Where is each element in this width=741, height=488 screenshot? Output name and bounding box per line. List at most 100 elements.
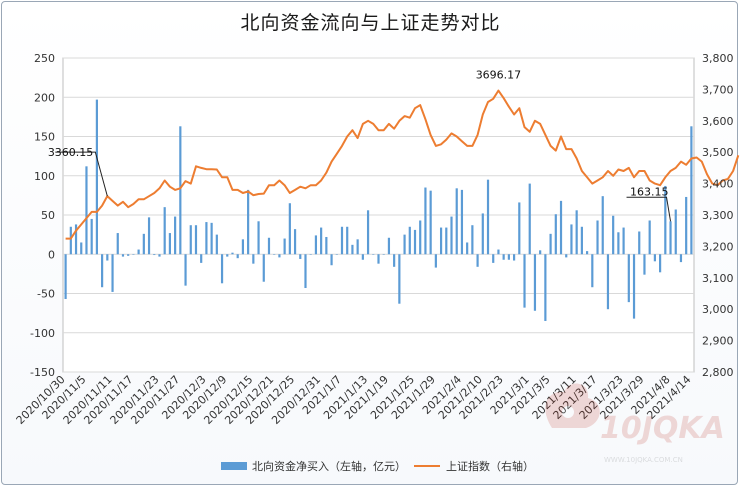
bar xyxy=(554,214,557,255)
legend-bar-swatch xyxy=(221,462,247,470)
right-tick-label: 3,100 xyxy=(702,272,734,285)
bar xyxy=(585,251,589,255)
bar xyxy=(90,218,93,255)
bar xyxy=(215,234,218,255)
bar xyxy=(492,254,495,263)
bar xyxy=(533,254,537,311)
bar xyxy=(679,254,683,263)
bar xyxy=(419,220,422,255)
bar xyxy=(273,254,276,255)
bar xyxy=(539,250,542,255)
bar xyxy=(497,249,500,255)
right-tick-label: 3,400 xyxy=(702,178,734,191)
bar xyxy=(262,254,265,282)
left-tick-label: 250 xyxy=(34,52,55,65)
line-path xyxy=(65,89,740,240)
bar xyxy=(632,254,636,319)
bar xyxy=(210,222,213,255)
right-axis: 3,800 3,700 3,600 3,500 3,400 3,300 3,200 3,100… xyxy=(702,52,734,379)
bar xyxy=(502,254,505,260)
bar xyxy=(528,183,531,255)
bar xyxy=(591,254,594,288)
bar xyxy=(366,210,370,255)
left-tick-label: 200 xyxy=(34,91,55,104)
bar xyxy=(346,226,349,255)
left-tick-label: 50 xyxy=(41,209,55,222)
bar xyxy=(247,189,250,255)
bar xyxy=(320,227,323,255)
bar xyxy=(466,242,469,255)
bar xyxy=(80,242,83,255)
bar xyxy=(257,221,260,255)
bar xyxy=(450,216,453,255)
bar xyxy=(664,185,667,255)
bar xyxy=(429,190,432,255)
left-tick-label: -50 xyxy=(37,288,55,301)
bar xyxy=(377,254,380,264)
bar xyxy=(163,207,166,255)
bar xyxy=(627,254,630,303)
bar xyxy=(153,254,156,256)
bar xyxy=(549,233,552,255)
bar xyxy=(194,225,198,255)
bar xyxy=(64,254,67,299)
bar xyxy=(127,254,130,256)
bar xyxy=(116,233,119,255)
bar xyxy=(137,249,140,255)
right-tick-label: 3,600 xyxy=(702,115,734,128)
bar xyxy=(606,254,610,310)
bar xyxy=(653,254,656,262)
bar xyxy=(596,220,599,255)
bar xyxy=(387,237,391,255)
right-tick-label: 2,900 xyxy=(702,335,734,348)
bar xyxy=(74,224,78,255)
right-tick-label: 3,000 xyxy=(702,303,734,316)
bar xyxy=(252,254,255,264)
left-tick-label: -100 xyxy=(30,327,55,340)
bar xyxy=(351,244,354,255)
left-tick-label: 100 xyxy=(34,170,55,183)
bar xyxy=(168,233,172,255)
bar xyxy=(147,217,151,255)
bar xyxy=(622,227,625,255)
bar xyxy=(659,254,662,273)
bar xyxy=(95,99,98,255)
bar xyxy=(643,254,646,275)
bar xyxy=(393,254,396,267)
bar xyxy=(413,229,417,255)
bar xyxy=(372,254,375,255)
bar xyxy=(580,226,583,255)
bar xyxy=(575,210,578,255)
bar xyxy=(460,189,464,255)
bar xyxy=(356,239,359,255)
bar xyxy=(299,254,302,259)
bar xyxy=(439,227,443,255)
bar xyxy=(132,254,135,255)
bar xyxy=(476,254,479,267)
bar xyxy=(106,254,109,261)
bar xyxy=(648,220,651,255)
gridlines xyxy=(62,57,695,373)
bar xyxy=(226,254,229,257)
annotation-leader xyxy=(626,196,672,222)
right-tick-label: 3,500 xyxy=(702,146,734,159)
bar xyxy=(685,196,688,255)
bar xyxy=(236,254,239,259)
right-tick-label: 3,300 xyxy=(702,209,734,222)
annotations: 3360.15 3696.17 163.15 xyxy=(48,69,672,222)
bar xyxy=(267,237,271,255)
bar xyxy=(231,252,234,255)
bar xyxy=(288,203,291,255)
annotation-leader xyxy=(55,151,108,197)
bar xyxy=(330,254,333,266)
bar xyxy=(111,254,114,292)
bar xyxy=(601,196,604,255)
left-tick-label: 150 xyxy=(34,131,55,144)
right-tick-label: 3,200 xyxy=(702,240,734,253)
bar xyxy=(674,209,677,255)
watermark-logo-icon xyxy=(545,383,600,428)
watermark-url: WWW.10JQKA.COM.CN xyxy=(604,456,683,464)
bar xyxy=(361,254,364,260)
bar xyxy=(293,229,297,255)
bar xyxy=(278,254,281,258)
